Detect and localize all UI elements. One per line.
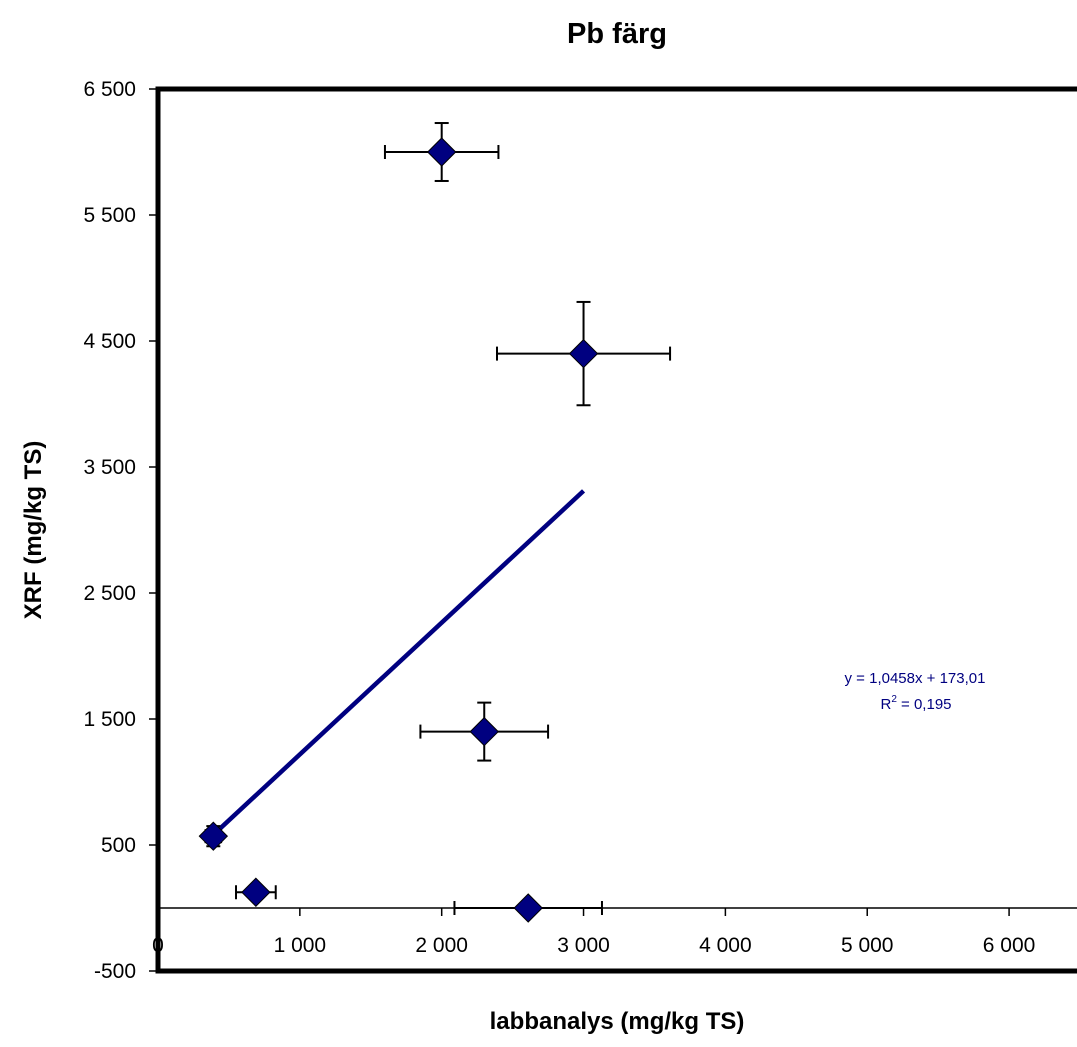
y-tick-label: 1 500 bbox=[83, 708, 136, 731]
data-point bbox=[469, 716, 499, 747]
y-tick-label: 4 500 bbox=[83, 330, 136, 353]
r-squared-prefix: R bbox=[880, 696, 891, 713]
y-tick-label: 500 bbox=[101, 834, 136, 857]
x-tick-label: 2 000 bbox=[415, 934, 468, 957]
x-tick-label: 0 bbox=[152, 934, 164, 957]
data-point bbox=[426, 137, 457, 167]
x-tick-label: 6 000 bbox=[983, 934, 1036, 957]
chart-title: Pb färg bbox=[567, 18, 667, 50]
plot-area bbox=[155, 86, 1077, 974]
data-markers bbox=[198, 137, 599, 923]
y-tick-label: 5 500 bbox=[83, 204, 136, 227]
y-tick-label: 2 500 bbox=[83, 582, 136, 605]
y-tick-label: 6 500 bbox=[83, 78, 136, 101]
data-point bbox=[198, 821, 229, 851]
y-tick-label: -500 bbox=[94, 960, 136, 983]
data-point bbox=[513, 893, 543, 923]
r-squared-value: = 0,195 bbox=[897, 696, 952, 713]
data-point bbox=[568, 338, 599, 369]
y-axis-label: XRF (mg/kg TS) bbox=[20, 441, 47, 620]
x-tick-label: 3 000 bbox=[557, 934, 610, 957]
x-tick-label: 5 000 bbox=[841, 934, 894, 957]
data-point bbox=[241, 877, 271, 907]
r-squared-exponent: 2 bbox=[891, 694, 897, 705]
y-tick-label: 3 500 bbox=[83, 456, 136, 479]
x-tick-label: 1 000 bbox=[274, 934, 327, 957]
trendline-equation: y = 1,0458x + 173,01 bbox=[845, 670, 986, 687]
r-squared-label: R2 = 0,195 bbox=[880, 694, 951, 713]
x-axis-ticks: 0 1 000 2 000 3 000 4 000 5 000 6 000 bbox=[152, 908, 1035, 957]
trendline bbox=[211, 489, 586, 837]
x-axis-label: labbanalys (mg/kg TS) bbox=[490, 1008, 745, 1035]
x-tick-label: 4 000 bbox=[699, 934, 752, 957]
y-axis-ticks: -500 500 1 500 2 500 3 500 4 500 5 500 6 500 bbox=[83, 78, 158, 983]
